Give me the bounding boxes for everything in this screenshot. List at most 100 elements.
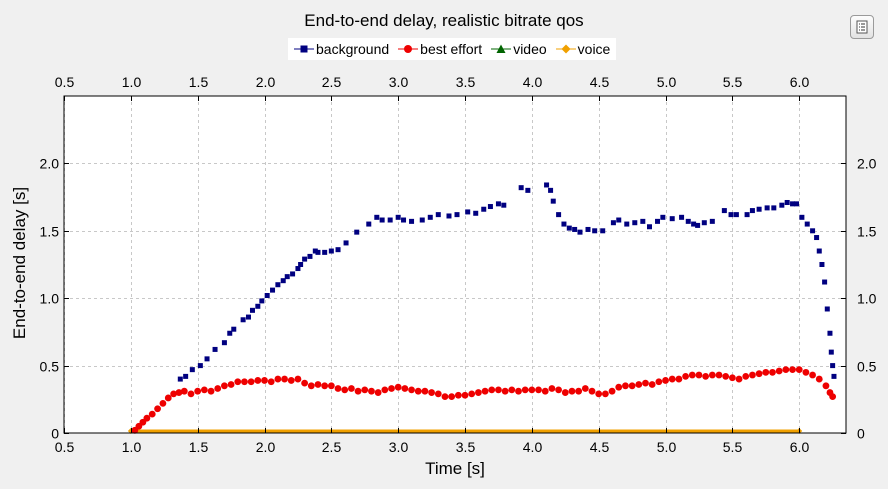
background-point [756,206,762,212]
best-effort-point [789,366,796,374]
best-effort-point [728,374,736,382]
background-point [245,314,251,320]
background-point [231,326,237,332]
background-point [655,218,661,224]
background-point [328,248,334,254]
x-tick-label-top: 3.0 [389,74,409,90]
best-effort-point [474,389,482,396]
y-tick-label-right: 1.0 [857,291,877,307]
background-point [685,218,691,224]
background-point [366,221,372,227]
y-axis-label: End-to-end delay [s] [10,187,29,339]
background-point [197,363,203,369]
best-effort-point [421,387,429,395]
best-effort-point [327,382,335,390]
best-effort-point [200,386,208,394]
best-effort-point [234,378,242,386]
background-point [544,182,550,188]
x-tick-label-top: 6.0 [790,74,810,90]
background-point [764,205,770,211]
y-tick-label-left: 1.5 [40,224,60,240]
best-effort-point [361,386,369,394]
background-point [481,206,487,212]
background-point [548,187,554,193]
best-effort-point [755,370,763,378]
y-tick-label-right: 0.5 [857,359,877,375]
best-effort-point [595,390,603,398]
legend-item-video[interactable]: video [491,41,547,57]
y-tick-label-right: 2.0 [857,156,877,172]
background-point [691,221,697,227]
background-point [177,376,183,382]
background-point [790,201,796,207]
best-effort-point [448,393,456,401]
background-point [822,279,828,285]
series-best-effort [131,366,837,434]
best-effort-point [241,378,248,386]
best-effort-point [715,371,723,379]
legend-marker-diamond-icon [555,44,576,54]
background-point [828,349,834,355]
background-point [561,221,567,227]
y-tick-label-left: 0 [51,426,59,442]
legend-item-voice[interactable]: voice [555,41,610,57]
best-effort-point [815,375,823,383]
best-effort-point [782,366,790,374]
background-point [189,367,195,373]
x-tick-label-top: 4.0 [523,74,543,90]
best-effort-point [802,368,810,376]
x-tick-label-top: 4.5 [590,74,610,90]
legend-item-best-effort[interactable]: best effort [398,41,482,57]
best-effort-point [762,368,770,376]
best-effort-point [541,387,549,395]
best-effort-point [388,385,395,392]
background-point [695,222,701,228]
x-tick-label-top: 5.5 [723,74,743,90]
legend-marker-square-icon [294,45,314,53]
background-point [632,220,638,226]
background-point [728,212,734,218]
background-point [827,330,833,336]
x-tick-label-top: 0.5 [55,74,75,90]
best-effort-point [795,366,803,374]
best-effort-point [588,387,596,395]
best-effort-point [682,372,689,380]
background-point [816,248,822,254]
best-effort-point [434,390,442,398]
best-effort-point [615,383,623,391]
x-tick-label-bottom: 2.5 [322,439,342,455]
x-tick-label-top: 1.5 [189,74,209,90]
background-point [379,217,385,223]
background-point [624,221,630,227]
background-point [814,235,820,241]
best-effort-point [143,414,151,422]
background-point [307,253,313,259]
background-point [249,307,255,313]
best-effort-point [769,368,776,376]
best-effort-point [194,387,202,395]
background-point [616,217,622,223]
background-point [501,202,507,208]
background-point [395,214,401,220]
best-effort-point [675,375,683,383]
best-effort-point [348,385,355,392]
background-point [212,346,218,352]
x-tick-label-top: 1.0 [122,74,142,90]
background-point [435,212,441,218]
best-effort-point [170,390,178,398]
legend: background best effort video voice [288,38,617,60]
best-effort-point [468,390,476,398]
background-point [409,218,415,224]
background-point [401,217,407,223]
background-point [284,274,290,280]
best-effort-point [548,385,556,392]
background-point [799,214,805,220]
best-effort-point [321,382,329,390]
chart-menu-button[interactable] [850,15,874,39]
background-point [610,220,616,226]
best-effort-point [154,405,161,413]
best-effort-point [247,378,255,386]
best-effort-point [775,367,783,375]
legend-item-background[interactable]: background [294,41,389,57]
best-effort-point [441,393,449,401]
